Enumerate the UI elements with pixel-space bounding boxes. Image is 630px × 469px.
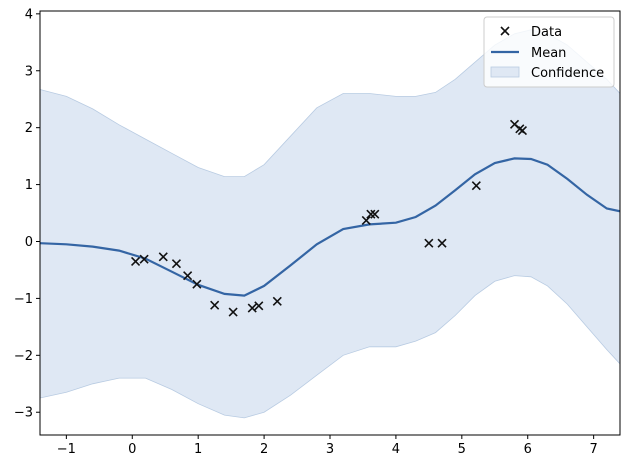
x-tick-label: −1 <box>57 442 76 457</box>
x-tick-label: 2 <box>260 442 268 457</box>
x-tick-label: 3 <box>326 442 334 457</box>
legend-patch-swatch <box>490 66 520 78</box>
y-tick-label: 1 <box>25 178 33 193</box>
data-point <box>272 296 282 306</box>
legend-item-data: Data <box>500 25 562 40</box>
data-point <box>158 252 168 262</box>
data-point <box>366 209 376 219</box>
legend-label-data: Data <box>531 25 562 40</box>
data-point <box>361 215 371 226</box>
data-point <box>247 303 257 313</box>
data-point <box>517 125 528 136</box>
x-tick-label: 6 <box>524 442 532 457</box>
data-point <box>254 301 264 311</box>
x-tick-label: 1 <box>194 442 202 457</box>
x-tick-label: 4 <box>392 442 400 457</box>
data-point <box>171 259 181 269</box>
legend: Data Mean Confidence <box>483 16 615 88</box>
x-tick-label: 0 <box>128 442 136 457</box>
y-tick-label: 2 <box>25 121 33 136</box>
data-point <box>192 279 202 289</box>
legend-label-mean: Mean <box>531 46 566 61</box>
data-markers <box>131 119 528 317</box>
data-point <box>471 181 481 191</box>
y-axis: −3 −2 −1 0 1 2 3 4 <box>14 7 40 421</box>
y-tick-label: −3 <box>14 406 33 421</box>
legend-item-mean: Mean <box>491 46 566 61</box>
plot-area <box>40 29 620 419</box>
y-tick-label: 0 <box>25 235 33 250</box>
data-point <box>437 238 447 248</box>
x-axis: −1 0 1 2 3 4 5 6 7 <box>57 435 598 457</box>
data-point <box>139 254 149 264</box>
y-tick-label: 3 <box>25 64 33 79</box>
y-tick-label: −1 <box>14 292 33 307</box>
data-point <box>370 209 380 219</box>
x-tick-label: 5 <box>458 442 466 457</box>
legend-label-confidence: Confidence <box>531 66 604 81</box>
data-point <box>183 271 193 281</box>
y-tick-label: 4 <box>25 7 33 22</box>
legend-x-marker-icon <box>500 26 510 36</box>
data-point <box>228 307 238 317</box>
y-tick-label: −2 <box>14 349 33 364</box>
legend-item-confidence: Confidence <box>490 66 604 81</box>
x-tick-label: 7 <box>589 442 597 457</box>
data-point <box>131 256 141 266</box>
data-point <box>210 300 220 310</box>
confidence-band <box>40 29 620 419</box>
data-point <box>424 238 434 248</box>
